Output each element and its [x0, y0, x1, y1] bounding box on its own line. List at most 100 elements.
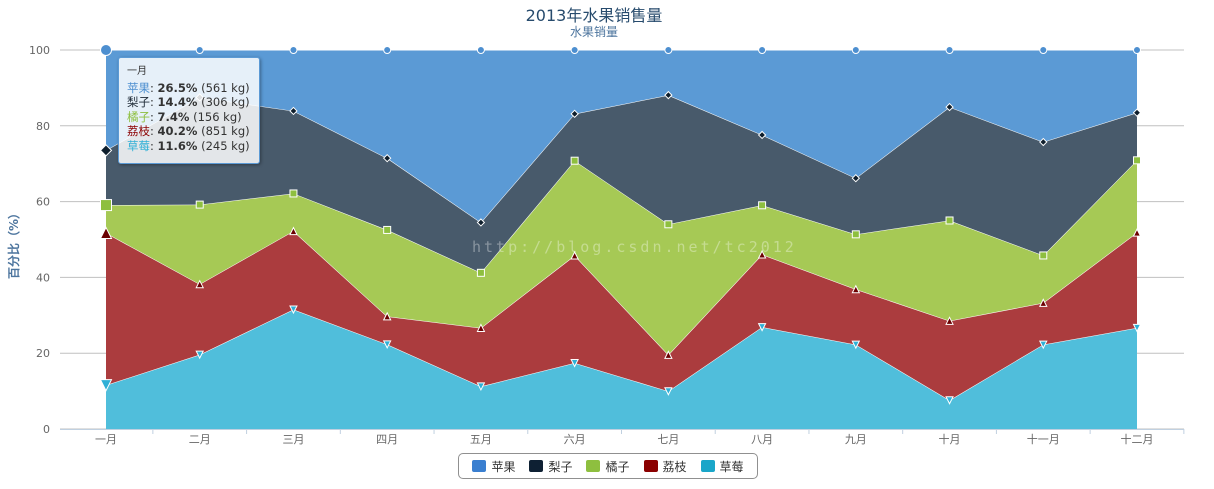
data-point[interactable]	[1039, 46, 1048, 54]
data-point[interactable]	[664, 350, 673, 359]
y-tick-label: 60	[36, 196, 50, 209]
data-point[interactable]	[758, 201, 767, 210]
data-point[interactable]	[382, 311, 392, 321]
data-point[interactable]	[289, 226, 298, 236]
area-series-5	[106, 309, 1137, 429]
y-tick-label: 40	[36, 271, 50, 284]
tooltip-row: 荔枝: 40.2% (851 kg)	[127, 124, 250, 138]
data-point[interactable]	[383, 46, 392, 54]
legend-label: 草莓	[719, 459, 744, 474]
data-point[interactable]	[664, 387, 673, 396]
data-point[interactable]	[757, 249, 767, 259]
watermark-text: http://blog.csdn.net/tc2012	[472, 238, 797, 256]
data-point[interactable]	[1133, 46, 1141, 54]
x-tick-label: 五月	[470, 433, 492, 446]
tooltip-row: 苹果: 26.5% (561 kg)	[127, 80, 250, 95]
data-point[interactable]	[1133, 156, 1141, 165]
data-point[interactable]	[476, 323, 486, 332]
data-point[interactable]	[757, 323, 767, 332]
data-point[interactable]	[382, 153, 392, 163]
data-point[interactable]	[945, 216, 954, 225]
data-point[interactable]	[100, 44, 112, 56]
chart-subtitle: 水果销量	[570, 25, 618, 39]
y-tick-label: 80	[36, 120, 50, 133]
tooltip: 一月 苹果: 26.5% (561 kg) 梨子: 14.4% (306 kg) 橘…	[118, 57, 260, 164]
data-point[interactable]	[476, 46, 485, 54]
legend-swatch	[472, 460, 487, 472]
data-point[interactable]	[195, 350, 205, 360]
legend-swatch	[643, 460, 658, 472]
x-tick-label: 四月	[376, 433, 398, 446]
tooltip-header: 一月	[127, 66, 147, 77]
x-tick-label: 十二月	[1121, 432, 1154, 446]
data-point[interactable]	[195, 200, 204, 209]
data-point[interactable]	[1038, 298, 1048, 307]
data-point[interactable]	[383, 225, 392, 234]
data-point[interactable]	[851, 46, 860, 54]
x-tick-label: 六月	[564, 433, 586, 446]
data-point[interactable]	[1039, 137, 1048, 147]
data-point[interactable]	[851, 230, 860, 239]
data-point[interactable]	[1132, 323, 1142, 333]
legend-item[interactable]: 梨子	[529, 458, 572, 475]
data-point[interactable]	[945, 316, 954, 325]
tooltip-percent: 7.4%	[157, 109, 190, 124]
data-point[interactable]	[851, 284, 861, 294]
data-point[interactable]	[289, 189, 298, 198]
y-tick-label: 20	[36, 347, 50, 360]
data-point[interactable]	[289, 106, 298, 116]
data-point[interactable]	[945, 396, 954, 405]
legend-item[interactable]: 草莓	[700, 458, 744, 475]
data-point[interactable]	[570, 359, 579, 368]
data-point[interactable]	[195, 46, 204, 54]
tooltip-percent: 11.6%	[157, 138, 198, 153]
tooltip-series-name: 梨子	[127, 95, 150, 109]
data-point[interactable]	[757, 130, 767, 140]
tooltip-percent: 14.4%	[157, 95, 198, 109]
data-point[interactable]	[570, 109, 579, 119]
legend-label: 苹果	[491, 459, 516, 474]
data-point[interactable]	[851, 173, 861, 183]
data-point[interactable]	[1038, 340, 1048, 350]
data-point[interactable]	[945, 102, 954, 112]
data-point[interactable]	[195, 279, 205, 289]
y-tick-label: 100	[29, 44, 50, 57]
area-series-2	[106, 95, 1137, 273]
data-point[interactable]	[758, 46, 767, 54]
area-series-1	[106, 50, 1137, 223]
data-point[interactable]	[476, 382, 486, 392]
data-point[interactable]	[1039, 251, 1048, 260]
data-point[interactable]	[99, 379, 113, 392]
x-tick-label: 十一月	[1027, 432, 1060, 446]
legend-item[interactable]: 橘子	[586, 458, 630, 475]
data-point[interactable]	[945, 46, 954, 54]
data-point[interactable]	[289, 305, 298, 315]
series-line-3	[105, 159, 1138, 274]
data-point[interactable]	[570, 250, 579, 260]
data-point[interactable]	[476, 218, 486, 227]
data-point[interactable]	[1132, 108, 1142, 117]
data-point[interactable]	[664, 220, 673, 229]
data-point[interactable]	[570, 46, 579, 54]
data-point[interactable]	[664, 46, 673, 54]
data-point[interactable]	[664, 90, 673, 100]
data-point[interactable]	[99, 226, 113, 239]
legend-item[interactable]: 荔枝	[643, 458, 687, 475]
legend-swatch	[529, 460, 544, 472]
data-point[interactable]	[1132, 227, 1142, 237]
tooltip-rows: 苹果: 26.5% (561 kg) 梨子: 14.4% (306 kg) 橘子: …	[127, 81, 251, 154]
area-series-4	[106, 231, 1137, 401]
x-tick-label: 七月	[657, 433, 679, 446]
data-point[interactable]	[382, 340, 392, 349]
data-point[interactable]	[570, 156, 579, 165]
data-point[interactable]	[476, 268, 485, 277]
legend-item[interactable]: 苹果	[472, 458, 515, 475]
data-point[interactable]	[100, 199, 112, 212]
y-tick-label: 0	[43, 423, 50, 436]
data-point[interactable]	[289, 46, 298, 54]
data-point[interactable]	[99, 144, 113, 157]
data-point[interactable]	[851, 340, 861, 350]
